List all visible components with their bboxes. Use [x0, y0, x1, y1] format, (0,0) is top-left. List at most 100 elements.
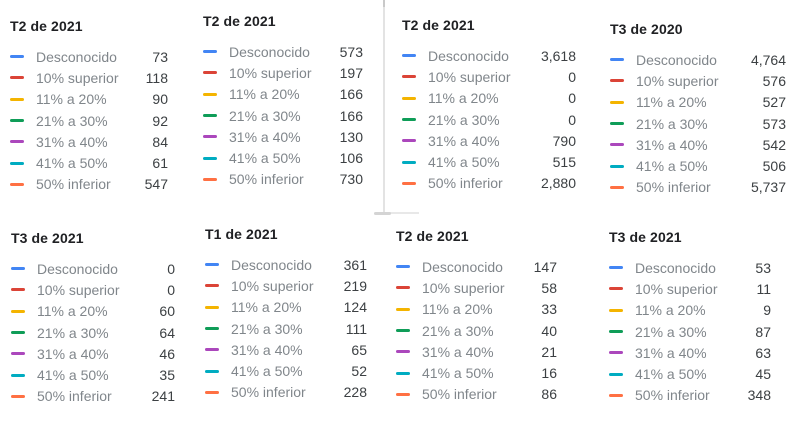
legend-item[interactable]: Desconocido 73 [10, 46, 168, 67]
legend-item[interactable]: 50% inferior 730 [203, 169, 363, 190]
legend-label: 31% a 40% [229, 128, 301, 145]
legend-item[interactable]: 50% inferior 5,737 [610, 177, 786, 198]
legend-item[interactable]: 41% a 50% 506 [610, 155, 786, 176]
legend-item[interactable]: 31% a 40% 63 [609, 342, 771, 363]
legend-item[interactable]: 31% a 40% 46 [11, 343, 175, 364]
legend-value: 73 [152, 48, 168, 65]
chart-legend: Desconocido 53 10% superior 11 11% a 20% 9 21%… [609, 257, 771, 406]
legend-item[interactable]: 21% a 30% 92 [10, 110, 168, 131]
legend-item[interactable]: 10% superior 11 [609, 278, 771, 299]
chart-legend-panel: T3 de 2021 Desconocido 53 10% superior 11 11%… [609, 228, 771, 406]
legend-item[interactable]: 10% superior 576 [610, 70, 786, 91]
chart-legend: Desconocido 361 10% superior 219 11% a 20% 12… [205, 254, 367, 403]
legend-item[interactable]: 11% a 20% 90 [10, 89, 168, 110]
legend-value: 147 [533, 258, 557, 275]
legend-label: 11% a 20% [37, 303, 108, 320]
legend-value: 348 [747, 387, 771, 404]
legend-item[interactable]: 31% a 40% 21 [396, 341, 557, 362]
legend-item[interactable]: 50% inferior 86 [396, 384, 557, 405]
legend-dash-icon [11, 352, 25, 356]
legend-value: 45 [755, 366, 771, 383]
legend-value: 40 [541, 322, 557, 339]
legend-item[interactable]: 11% a 20% 60 [11, 301, 175, 322]
legend-item[interactable]: 41% a 50% 35 [11, 364, 175, 385]
legend-item[interactable]: Desconocido 0 [11, 258, 175, 279]
legend-item[interactable]: Desconocido 3,618 [402, 45, 576, 66]
legend-value: 197 [339, 64, 363, 81]
legend-label: 41% a 50% [36, 155, 108, 172]
legend-item[interactable]: Desconocido 147 [396, 256, 557, 277]
legend-item[interactable]: 21% a 30% 166 [203, 105, 363, 126]
legend-value: 515 [552, 154, 576, 171]
legend-item[interactable]: 31% a 40% 130 [203, 126, 363, 147]
legend-item[interactable]: 41% a 50% 16 [396, 362, 557, 383]
legend-item[interactable]: 10% superior 58 [396, 277, 557, 298]
chart-legend-panel: T2 de 2021 Desconocido 147 10% superior 58 11… [396, 227, 557, 405]
legend-label: Desconocido [635, 259, 716, 276]
legend-item[interactable]: 10% superior 118 [10, 67, 168, 88]
legend-item[interactable]: 31% a 40% 65 [205, 339, 367, 360]
legend-item[interactable]: 41% a 50% 61 [10, 152, 168, 173]
legend-item[interactable]: Desconocido 53 [609, 257, 771, 278]
legend-dash-icon [11, 331, 25, 335]
legend-item[interactable]: 11% a 20% 0 [402, 88, 576, 109]
legend-item[interactable]: 31% a 40% 84 [10, 131, 168, 152]
legend-item[interactable]: 50% inferior 228 [205, 382, 367, 403]
legend-item[interactable]: 11% a 20% 527 [610, 92, 786, 113]
legend-label: 31% a 40% [635, 344, 707, 361]
legend-item[interactable]: 21% a 30% 87 [609, 321, 771, 342]
legend-item[interactable]: 50% inferior 2,880 [402, 173, 576, 194]
horizontal-scrollbar-thumb[interactable] [374, 211, 391, 215]
legend-dash-icon [203, 177, 217, 181]
legend-label: 31% a 40% [37, 345, 109, 362]
legend-label: Desconocido [422, 258, 503, 275]
legend-item[interactable]: Desconocido 361 [205, 254, 367, 275]
legend-item[interactable]: 21% a 30% 0 [402, 109, 576, 130]
legend-value: 547 [144, 176, 168, 193]
legend-label: 11% a 20% [36, 91, 107, 108]
legend-item[interactable]: 31% a 40% 790 [402, 130, 576, 151]
legend-item[interactable]: 41% a 50% 106 [203, 147, 363, 168]
legend-item[interactable]: 21% a 30% 111 [205, 318, 367, 339]
chart-legend-panel: T3 de 2020 Desconocido 4,764 10% superior 57… [610, 20, 786, 198]
legend-item[interactable]: 50% inferior 348 [609, 385, 771, 406]
legend-value: 35 [159, 367, 175, 384]
legend-item[interactable]: 11% a 20% 9 [609, 300, 771, 321]
legend-value: 5,737 [750, 179, 786, 196]
legend-item[interactable]: 10% superior 197 [203, 62, 363, 83]
legend-label: 50% inferior [428, 175, 503, 192]
legend-item[interactable]: 41% a 50% 52 [205, 360, 367, 381]
chart-legend: Desconocido 573 10% superior 197 11% a 20% 16… [203, 41, 363, 190]
legend-item[interactable]: 10% superior 219 [205, 275, 367, 296]
legend-label: 41% a 50% [37, 367, 109, 384]
legend-item[interactable]: 21% a 30% 573 [610, 113, 786, 134]
legend-item[interactable]: 10% superior 0 [11, 279, 175, 300]
legend-label: 21% a 30% [422, 322, 494, 339]
legend-value: 576 [762, 72, 786, 89]
legend-item[interactable]: 41% a 50% 45 [609, 363, 771, 384]
legend-value: 0 [568, 68, 576, 85]
legend-dash-icon [10, 55, 24, 59]
legend-dash-icon [203, 156, 217, 160]
legend-item[interactable]: Desconocido 573 [203, 41, 363, 62]
legend-label: 50% inferior [635, 387, 710, 404]
legend-item[interactable]: 11% a 20% 124 [205, 297, 367, 318]
legend-label: 11% a 20% [231, 299, 302, 316]
chart-legend: Desconocido 73 10% superior 118 11% a 20% 90 2… [10, 46, 168, 195]
legend-item[interactable]: 41% a 50% 515 [402, 151, 576, 172]
legend-item[interactable]: 31% a 40% 542 [610, 134, 786, 155]
vertical-scrollbar-thumb[interactable] [383, 0, 385, 7]
chart-legend: Desconocido 147 10% superior 58 11% a 20% 33 2… [396, 256, 557, 405]
legend-item[interactable]: 21% a 30% 64 [11, 322, 175, 343]
pane-divider-vertical[interactable] [383, 0, 385, 213]
legend-label: 31% a 40% [636, 136, 708, 153]
legend-item[interactable]: 21% a 30% 40 [396, 320, 557, 341]
legend-item[interactable]: 11% a 20% 33 [396, 299, 557, 320]
legend-item[interactable]: 11% a 20% 166 [203, 84, 363, 105]
legend-item[interactable]: 10% superior 0 [402, 66, 576, 87]
legend-label: 10% superior [37, 281, 120, 298]
legend-item[interactable]: Desconocido 4,764 [610, 49, 786, 70]
legend-item[interactable]: 50% inferior 547 [10, 174, 168, 195]
legend-item[interactable]: 50% inferior 241 [11, 386, 175, 407]
